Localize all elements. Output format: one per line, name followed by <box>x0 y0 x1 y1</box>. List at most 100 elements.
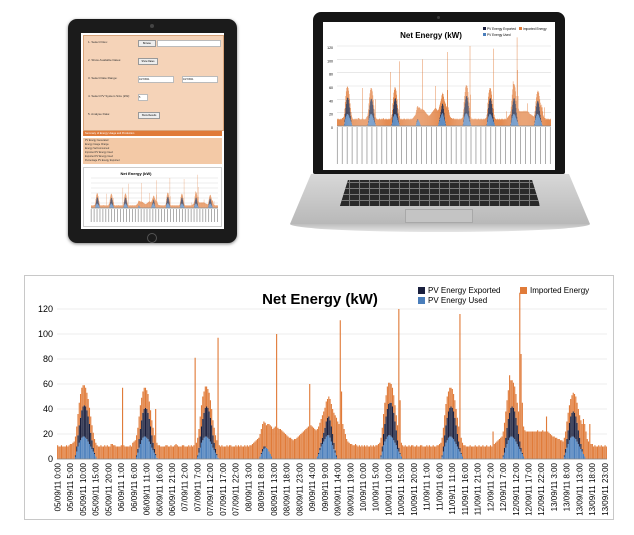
bar-imported <box>156 442 158 458</box>
tablet-browse-button[interactable]: Browse <box>138 40 156 47</box>
bar-pv-used <box>446 440 448 459</box>
tablet-file-field[interactable] <box>157 40 221 47</box>
bar-pv-exported <box>200 426 203 443</box>
bar-imported <box>258 437 260 459</box>
bar-imported <box>68 445 70 459</box>
tablet-show-results-button[interactable]: Show Results <box>138 112 160 119</box>
bar-pv-exported <box>148 419 150 442</box>
bar-imported <box>491 446 493 459</box>
tablet-camera <box>150 24 154 28</box>
bar-pv-used <box>268 451 270 459</box>
bar-imported <box>495 442 497 459</box>
bar-imported <box>552 436 554 459</box>
bar-imported <box>362 446 364 459</box>
tablet-chart-frame: Net Energy (kW) <box>83 167 222 227</box>
tablet-table-row: Energy Self-consumed <box>85 147 110 150</box>
bar-imported <box>589 424 591 459</box>
bar-imported <box>59 446 61 459</box>
bar-pv-exported <box>579 437 581 447</box>
x-tick-label: 08/09/11 3:00 <box>244 462 253 511</box>
bar-imported <box>60 445 63 459</box>
bar-pv-exported <box>152 442 154 451</box>
bar-pv-used <box>137 452 139 459</box>
bar-imported <box>389 382 391 403</box>
bar-pv-exported <box>144 407 147 437</box>
x-tick-label: 06/09/11 6:00 <box>130 462 139 511</box>
bar-pv-used <box>575 439 577 459</box>
bar-imported <box>302 431 304 459</box>
bar-pv-used <box>386 436 388 459</box>
bar-pv-exported <box>139 429 141 444</box>
bar-imported <box>558 439 560 459</box>
bar-imported <box>267 424 269 449</box>
bar-imported <box>503 422 506 448</box>
bar-imported <box>76 426 78 447</box>
y-tick-label: 120 <box>327 46 333 50</box>
bar-imported <box>226 445 228 459</box>
bar-imported <box>115 446 117 459</box>
bar-imported <box>272 429 274 459</box>
bar-imported <box>228 445 231 459</box>
tablet-show-dates-button[interactable]: Show Dates <box>138 58 158 65</box>
bar-pv-exported <box>514 411 516 439</box>
bar-imported <box>260 429 262 453</box>
bar-imported <box>444 415 446 436</box>
bar-imported <box>549 434 551 459</box>
bar-pv-used <box>453 439 455 459</box>
bar-pv-exported <box>332 434 334 446</box>
tablet-row-analyse: 5. Analyse Data: <box>88 110 110 119</box>
bar-imported <box>221 445 223 459</box>
bar-imported <box>414 446 416 459</box>
bar-imported <box>509 375 511 413</box>
bar-imported <box>525 431 527 459</box>
bar-imported <box>288 437 290 459</box>
bar-imported <box>409 446 411 459</box>
bar-pv-exported <box>137 449 139 453</box>
bar-pv-used <box>517 446 520 459</box>
tablet-home-button[interactable] <box>147 233 157 243</box>
bar-pv-exported <box>216 454 218 456</box>
bar-imported <box>465 446 467 459</box>
bar-pv-used <box>573 437 576 459</box>
bar-imported <box>133 441 135 459</box>
bar-imported <box>295 439 297 459</box>
bar-imported <box>109 446 111 459</box>
bar-imported <box>338 424 340 459</box>
bar-pv-used <box>152 450 154 459</box>
bar-pv-used <box>207 437 209 459</box>
bar-imported <box>315 430 317 459</box>
bar-imported <box>347 441 349 459</box>
bar-imported <box>580 420 582 444</box>
bar-imported <box>164 446 166 459</box>
bar-imported <box>97 446 99 459</box>
bar-imported <box>142 391 144 413</box>
bar-imported <box>208 392 210 412</box>
bar-imported <box>370 445 372 459</box>
bar-pv-used <box>515 441 517 459</box>
tablet-date-to-select[interactable]: 10/7/2011 <box>182 76 218 83</box>
bar-imported <box>445 404 447 426</box>
tablet-pv-size-input[interactable]: 5 <box>138 94 148 101</box>
bar-pv-exported <box>318 452 320 454</box>
bar-imported <box>122 387 124 459</box>
tablet-table-row: Exported PV Energy Used <box>85 155 113 158</box>
bar-pv-exported <box>79 417 82 441</box>
bar-imported <box>309 384 311 459</box>
tablet-date-from-select[interactable]: 10/7/2011 <box>138 76 174 83</box>
bar-pv-exported <box>319 447 321 451</box>
bar-imported <box>104 445 106 459</box>
bar-imported <box>74 436 77 456</box>
bar-pv-used <box>203 437 205 459</box>
bar-imported <box>417 446 419 459</box>
bar-imported <box>469 445 471 459</box>
x-tick-label: 11/09/11 11:00 <box>448 462 457 514</box>
bar-pv-used <box>88 444 91 459</box>
legend-swatch-imported <box>520 287 527 294</box>
bar-pv-used <box>95 456 97 459</box>
bar-imported <box>404 445 406 459</box>
x-tick-label: 05/09/11 20:00 <box>104 462 113 515</box>
bar-pv-exported <box>505 437 507 448</box>
bar-imported <box>314 429 316 459</box>
bar-pv-exported <box>142 412 144 438</box>
bar-imported <box>360 446 362 459</box>
